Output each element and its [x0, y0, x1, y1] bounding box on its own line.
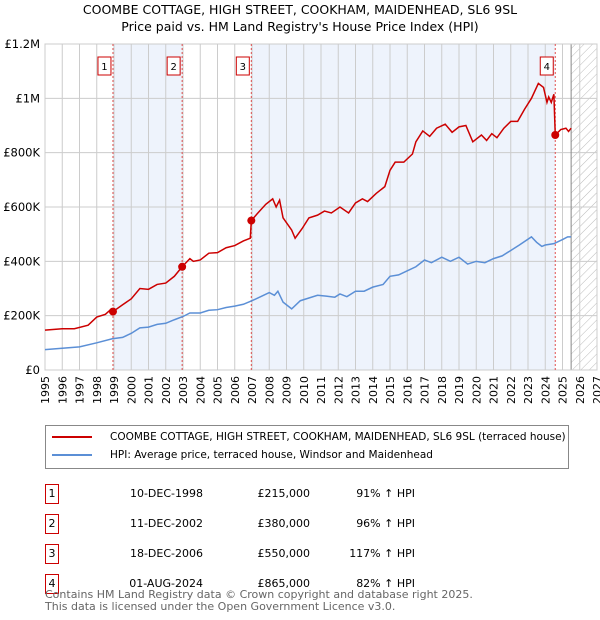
x-tick-label: 2003 — [177, 376, 190, 404]
x-tick-label: 2024 — [539, 376, 552, 404]
x-tick-label: 1999 — [108, 376, 121, 404]
x-tick-label: 2017 — [419, 376, 432, 404]
sale-label-box — [166, 56, 181, 76]
sale-date: 01-AUG-2024 — [129, 577, 203, 590]
sale-point — [108, 307, 117, 316]
sale-hpi-diff: 117% ↑ HPI — [349, 547, 415, 560]
sale-point — [247, 216, 256, 225]
sale-label-box — [97, 56, 112, 76]
x-tick-label: 2015 — [384, 376, 397, 404]
legend-swatch-property — [52, 436, 92, 438]
sale-label: 2 — [170, 62, 176, 73]
sale-row: 1 10-DEC-1998 £215,000 91% ↑ HPI — [45, 484, 445, 504]
legend: COOMBE COTTAGE, HIGH STREET, COOKHAM, MA… — [45, 425, 569, 469]
y-tick-label: £200K — [3, 309, 40, 323]
x-tick-label: 2006 — [229, 376, 242, 404]
sale-date: 11-DEC-2002 — [129, 517, 203, 530]
x-tick-label: 2001 — [143, 376, 156, 404]
sale-number: 2 — [45, 514, 59, 534]
y-tick-label: £0 — [25, 363, 40, 377]
x-tick-label: 2013 — [350, 376, 363, 404]
footer-licence: This data is licensed under the Open Gov… — [45, 600, 396, 613]
sale-hpi-diff: 82% ↑ HPI — [356, 577, 415, 590]
x-tick-label: 2025 — [557, 376, 570, 404]
x-tick-label: 2012 — [332, 376, 345, 404]
chart-title: COOMBE COTTAGE, HIGH STREET, COOKHAM, MA… — [82, 2, 518, 17]
x-tick-label: 2020 — [470, 376, 483, 404]
plot-border — [44, 43, 598, 371]
sale-label-box — [539, 56, 554, 76]
x-tick-label: 1998 — [91, 376, 104, 404]
sale-label: 3 — [240, 62, 246, 73]
sale-price: £865,000 — [257, 577, 311, 590]
sale-price: £380,000 — [257, 517, 311, 530]
sale-date: 18-DEC-2006 — [129, 547, 203, 560]
sale-price: £215,000 — [257, 487, 311, 500]
x-tick-label: 1996 — [56, 376, 69, 404]
property-price-line — [44, 82, 572, 331]
x-tick-label: 2022 — [505, 376, 518, 404]
chart-subtitle: Price paid vs. HM Land Registry's House … — [121, 19, 479, 34]
hpi-line — [44, 235, 572, 351]
legend-property: COOMBE COTTAGE, HIGH STREET, COOKHAM, MA… — [110, 431, 566, 443]
sale-label: 4 — [544, 62, 550, 73]
sale-number: 3 — [45, 544, 59, 564]
price-chart: 1995 1996 1997 1998 1999 2000 2001 2002 2003 2004… — [3, 37, 600, 404]
x-tick-label: 2005 — [212, 376, 225, 404]
sale-point — [178, 262, 187, 271]
x-tick-label: 2019 — [453, 376, 466, 404]
x-tick-label: 1997 — [74, 376, 87, 404]
footer-copyright: Contains HM Land Registry data © Crown c… — [45, 588, 473, 601]
sale-row: 3 18-DEC-2006 £550,000 117% ↑ HPI — [45, 544, 445, 564]
x-tick-label: 2002 — [160, 376, 173, 404]
x-tick-label: 2010 — [298, 376, 311, 404]
sale-number: 4 — [45, 574, 59, 594]
x-tick-label: 2008 — [263, 376, 276, 404]
x-tick-label: 2018 — [436, 376, 449, 404]
x-tick-label: 2021 — [488, 376, 501, 404]
y-tick-label: £1M — [15, 91, 40, 105]
x-tick-label: 2026 — [574, 376, 587, 404]
x-tick-label: 2007 — [246, 376, 259, 404]
x-tick-label: 2027 — [591, 376, 600, 404]
sale-price: £550,000 — [257, 547, 311, 560]
x-tick-label: 2016 — [401, 376, 414, 404]
x-tick-label: 2011 — [315, 376, 328, 404]
y-tick-label: £800K — [3, 146, 40, 160]
sale-date: 10-DEC-1998 — [129, 487, 203, 500]
y-tick-label: £1.2M — [4, 37, 40, 51]
x-tick-label: 1995 — [39, 376, 52, 404]
sale-hpi-diff: 96% ↑ HPI — [356, 517, 415, 530]
x-tick-label: 2009 — [281, 376, 294, 404]
y-tick-label: £600K — [3, 200, 40, 214]
x-tick-label: 2004 — [194, 376, 207, 404]
legend-hpi: HPI: Average price, terraced house, Wind… — [110, 449, 433, 461]
sale-number: 1 — [45, 484, 59, 504]
sale-label-box — [235, 56, 250, 76]
sale-hpi-diff: 91% ↑ HPI — [356, 487, 415, 500]
x-tick-label: 2014 — [367, 376, 380, 404]
sale-row: 2 11-DEC-2002 £380,000 96% ↑ HPI — [45, 514, 445, 534]
legend-swatch-hpi — [52, 454, 92, 456]
x-tick-label: 2023 — [522, 376, 535, 404]
y-tick-label: £400K — [3, 254, 40, 268]
sale-label: 1 — [101, 62, 107, 73]
sale-row: 4 01-AUG-2024 £865,000 82% ↑ HPI — [45, 574, 445, 594]
x-tick-label: 2000 — [125, 376, 138, 404]
sale-point — [551, 131, 560, 140]
